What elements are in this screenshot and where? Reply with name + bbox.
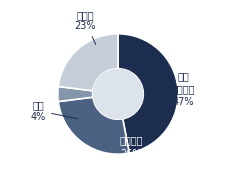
Wedge shape — [58, 97, 129, 154]
Text: 良かった
26%: 良かった 26% — [119, 135, 143, 158]
Text: 大変
良かった
47%: 大変 良かった 47% — [171, 71, 195, 107]
Circle shape — [93, 69, 143, 119]
Wedge shape — [58, 86, 93, 102]
Wedge shape — [58, 34, 118, 91]
Text: 無回答
23%: 無回答 23% — [74, 10, 96, 45]
Text: 普通
4%: 普通 4% — [31, 100, 78, 122]
Wedge shape — [118, 34, 178, 153]
